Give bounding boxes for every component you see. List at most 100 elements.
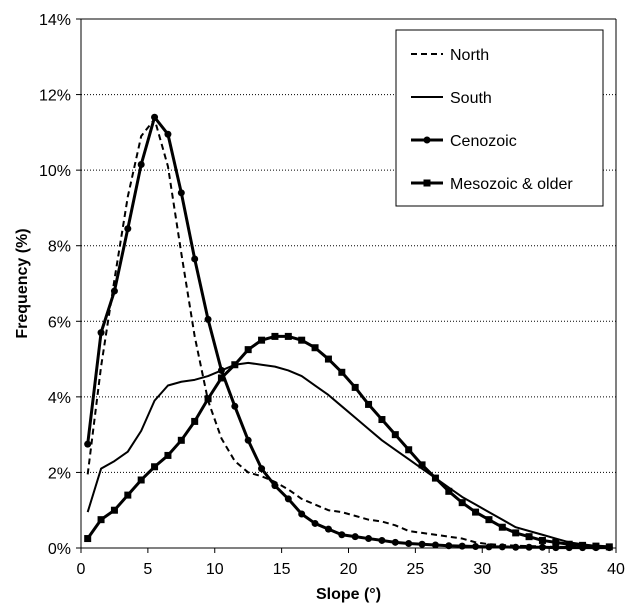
point-mesozoic-older-0	[84, 535, 92, 543]
point-mesozoic-older-9	[204, 395, 212, 403]
point-cenozoic-31	[498, 543, 506, 551]
point-mesozoic-older-36	[565, 540, 573, 548]
point-mesozoic-older-16	[298, 336, 306, 344]
point-mesozoic-older-3	[124, 491, 132, 499]
legend-label-north: North	[450, 47, 489, 64]
y-axis-title: Frequency (%)	[14, 228, 31, 338]
point-mesozoic-older-39	[605, 543, 613, 551]
y-tick-label-2: 4%	[48, 390, 71, 407]
point-mesozoic-older-6	[164, 451, 172, 459]
point-cenozoic-32	[512, 543, 520, 551]
y-tick-label-6: 12%	[39, 88, 71, 105]
point-cenozoic-7	[177, 189, 185, 197]
point-mesozoic-older-20	[351, 383, 359, 391]
point-cenozoic-13	[258, 465, 266, 473]
point-mesozoic-older-33	[525, 533, 533, 541]
point-cenozoic-30	[485, 543, 493, 551]
point-mesozoic-older-25	[418, 461, 426, 469]
x-tick-label-5: 25	[406, 561, 424, 578]
point-mesozoic-older-13	[258, 336, 266, 344]
point-cenozoic-14	[271, 482, 279, 490]
x-tick-label-2: 10	[206, 561, 224, 578]
point-mesozoic-older-34	[538, 536, 546, 544]
legend-label-south: South	[450, 90, 492, 107]
point-cenozoic-11	[231, 402, 239, 410]
series-line-mesozoic-older	[86, 334, 610, 549]
point-cenozoic-6	[164, 130, 172, 138]
y-tick-label-3: 6%	[48, 314, 71, 331]
legend-box	[395, 29, 604, 207]
point-mesozoic-older-11	[231, 361, 239, 369]
point-mesozoic-older-1	[97, 516, 105, 524]
point-mesozoic-older-18	[324, 355, 332, 363]
x-tick-label-0: 0	[77, 561, 86, 578]
point-mesozoic-older-38	[592, 542, 600, 550]
point-cenozoic-3	[124, 225, 132, 233]
point-mesozoic-older-5	[151, 463, 159, 471]
point-mesozoic-older-30	[485, 516, 493, 524]
point-cenozoic-8	[191, 255, 199, 263]
point-cenozoic-5	[151, 113, 159, 121]
x-tick-label-7: 35	[540, 561, 558, 578]
x-tick-label-1: 5	[143, 561, 152, 578]
point-cenozoic-33	[525, 543, 533, 551]
x-tick-label-3: 15	[273, 561, 291, 578]
point-mesozoic-older-32	[512, 529, 520, 537]
legend-marker-mesozoic-older	[423, 179, 431, 187]
point-cenozoic-9	[204, 315, 212, 323]
point-mesozoic-older-12	[244, 346, 252, 354]
y-tick-label-0: 0%	[48, 541, 71, 558]
series-line-south	[86, 361, 610, 548]
point-cenozoic-29	[472, 542, 480, 550]
y-tick-label-5: 10%	[39, 163, 71, 180]
point-mesozoic-older-37	[579, 541, 587, 549]
series-line-cenozoic	[86, 115, 610, 550]
point-cenozoic-1	[97, 329, 105, 337]
point-mesozoic-older-4	[137, 476, 145, 484]
point-mesozoic-older-22	[378, 416, 386, 424]
legend: North South Cenozoic Mesozoic & older	[395, 29, 604, 207]
point-mesozoic-older-21	[365, 400, 373, 408]
x-axis-title: Slope (°)	[316, 586, 381, 603]
point-cenozoic-23	[391, 538, 399, 546]
point-cenozoic-18	[324, 525, 332, 533]
point-cenozoic-34	[538, 543, 546, 551]
y-tick-label-7: 14%	[39, 12, 71, 29]
point-mesozoic-older-15	[284, 332, 292, 340]
point-mesozoic-older-31	[498, 523, 506, 531]
point-cenozoic-27	[445, 542, 453, 550]
point-cenozoic-19	[338, 531, 346, 539]
point-mesozoic-older-24	[405, 446, 413, 454]
point-mesozoic-older-28	[458, 499, 466, 507]
point-cenozoic-12	[244, 436, 252, 444]
point-cenozoic-21	[365, 535, 373, 543]
point-cenozoic-16	[298, 510, 306, 518]
point-cenozoic-0	[84, 440, 92, 448]
point-mesozoic-older-19	[338, 368, 346, 376]
point-mesozoic-older-2	[110, 506, 118, 514]
x-tick-label-6: 30	[473, 561, 491, 578]
point-cenozoic-15	[284, 495, 292, 503]
point-cenozoic-17	[311, 519, 319, 527]
point-mesozoic-older-29	[472, 508, 480, 516]
y-tick-label-4: 8%	[48, 239, 71, 256]
x-tick-label-4: 20	[340, 561, 358, 578]
point-cenozoic-20	[351, 533, 359, 541]
legend-label-mesozoic-older: Mesozoic & older	[450, 176, 573, 193]
point-mesozoic-older-26	[431, 474, 439, 482]
point-mesozoic-older-7	[177, 436, 185, 444]
point-cenozoic-35	[552, 544, 560, 552]
point-mesozoic-older-17	[311, 344, 319, 352]
point-mesozoic-older-8	[191, 417, 199, 425]
point-cenozoic-10	[217, 366, 225, 374]
point-cenozoic-24	[405, 539, 413, 547]
y-tick-label-1: 2%	[48, 465, 71, 482]
point-mesozoic-older-27	[445, 487, 453, 495]
point-cenozoic-22	[378, 536, 386, 544]
series-markers	[84, 113, 613, 552]
point-cenozoic-28	[458, 542, 466, 550]
x-tick-label-8: 40	[607, 561, 625, 578]
point-mesozoic-older-23	[391, 431, 399, 439]
